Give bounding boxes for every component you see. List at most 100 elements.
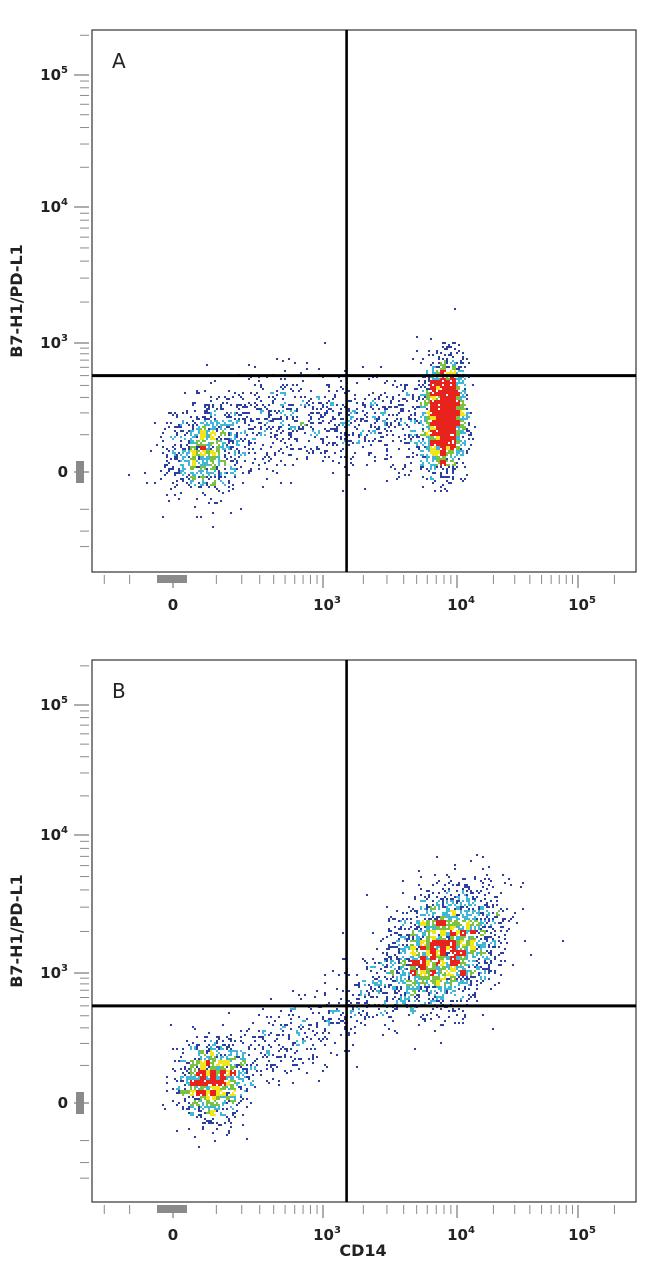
event-dot bbox=[224, 1044, 226, 1046]
event-dot bbox=[200, 456, 202, 458]
event-dot bbox=[444, 926, 446, 928]
event-dot bbox=[448, 400, 450, 402]
event-dot bbox=[432, 482, 434, 484]
event-dot bbox=[508, 878, 510, 880]
event-dot bbox=[432, 986, 434, 988]
event-dot bbox=[398, 998, 400, 1000]
event-dot bbox=[386, 936, 388, 938]
event-dot bbox=[374, 978, 376, 980]
event-dot bbox=[430, 386, 432, 388]
event-dot bbox=[208, 418, 210, 420]
event-dot bbox=[194, 450, 196, 452]
event-dot bbox=[466, 398, 468, 400]
event-dot bbox=[358, 1008, 360, 1010]
event-dot bbox=[248, 402, 250, 404]
event-dot bbox=[218, 396, 220, 398]
event-dot bbox=[224, 424, 226, 426]
event-dot bbox=[440, 460, 442, 462]
event-dot bbox=[310, 1008, 312, 1010]
event-dot bbox=[412, 970, 414, 972]
event-dot bbox=[456, 958, 458, 960]
event-dot bbox=[378, 440, 380, 442]
event-dot bbox=[404, 464, 406, 466]
event-dot bbox=[444, 396, 446, 398]
event-dot bbox=[204, 462, 206, 464]
event-dot bbox=[254, 402, 256, 404]
event-dot bbox=[472, 938, 474, 940]
event-dot bbox=[462, 358, 464, 360]
event-dot bbox=[464, 466, 466, 468]
event-dot bbox=[188, 1092, 190, 1094]
event-dot bbox=[362, 1010, 364, 1012]
event-dot bbox=[348, 474, 350, 476]
event-dot bbox=[454, 392, 456, 394]
event-dot bbox=[202, 482, 204, 484]
event-dot bbox=[446, 412, 448, 414]
event-dot bbox=[262, 410, 264, 412]
event-dot bbox=[198, 470, 200, 472]
event-dot bbox=[304, 432, 306, 434]
event-dot bbox=[484, 960, 486, 962]
event-dot bbox=[212, 1086, 214, 1088]
event-dot bbox=[280, 422, 282, 424]
event-dot bbox=[430, 468, 432, 470]
event-dot bbox=[434, 430, 436, 432]
event-dot bbox=[358, 440, 360, 442]
event-dot bbox=[400, 1000, 402, 1002]
event-dot bbox=[442, 418, 444, 420]
event-dot bbox=[490, 960, 492, 962]
event-dot bbox=[498, 910, 500, 912]
event-dot bbox=[430, 426, 432, 428]
event-dot bbox=[428, 384, 430, 386]
event-dot bbox=[364, 1024, 366, 1026]
event-dot bbox=[192, 436, 194, 438]
event-dot bbox=[458, 366, 460, 368]
event-dot bbox=[438, 976, 440, 978]
event-dot bbox=[198, 486, 200, 488]
event-dot bbox=[454, 956, 456, 958]
event-dot bbox=[468, 902, 470, 904]
event-dot bbox=[438, 394, 440, 396]
event-dot bbox=[416, 980, 418, 982]
event-dot bbox=[470, 936, 472, 938]
event-dot bbox=[218, 1088, 220, 1090]
event-dot bbox=[440, 402, 442, 404]
event-dot bbox=[226, 1060, 228, 1062]
event-dot bbox=[210, 464, 212, 466]
event-dot bbox=[184, 1074, 186, 1076]
event-dot bbox=[442, 454, 444, 456]
event-dot bbox=[324, 1030, 326, 1032]
event-dot bbox=[230, 1038, 232, 1040]
event-dot bbox=[370, 996, 372, 998]
event-dot bbox=[312, 430, 314, 432]
panel-label: A bbox=[112, 49, 126, 73]
event-dot bbox=[488, 914, 490, 916]
event-dot bbox=[224, 1078, 226, 1080]
event-dot bbox=[230, 1122, 232, 1124]
event-dot bbox=[202, 492, 204, 494]
event-dot bbox=[422, 964, 424, 966]
event-dot bbox=[256, 404, 258, 406]
event-dot bbox=[190, 1106, 192, 1108]
event-dot bbox=[394, 420, 396, 422]
event-dot bbox=[266, 428, 268, 430]
event-dot bbox=[258, 1014, 260, 1016]
event-dot bbox=[386, 996, 388, 998]
event-dot bbox=[356, 428, 358, 430]
event-dot bbox=[484, 918, 486, 920]
event-dot bbox=[396, 1002, 398, 1004]
event-dot bbox=[172, 414, 174, 416]
event-dot bbox=[446, 954, 448, 956]
event-dot bbox=[272, 1078, 274, 1080]
event-dot bbox=[202, 484, 204, 486]
event-dot bbox=[230, 428, 232, 430]
event-dot bbox=[222, 424, 224, 426]
event-dot bbox=[182, 1092, 184, 1094]
event-dot bbox=[464, 884, 466, 886]
event-dot bbox=[312, 452, 314, 454]
event-dot bbox=[416, 910, 418, 912]
event-dot bbox=[376, 996, 378, 998]
event-dot bbox=[524, 940, 526, 942]
event-dot bbox=[436, 902, 438, 904]
event-dot bbox=[190, 448, 192, 450]
